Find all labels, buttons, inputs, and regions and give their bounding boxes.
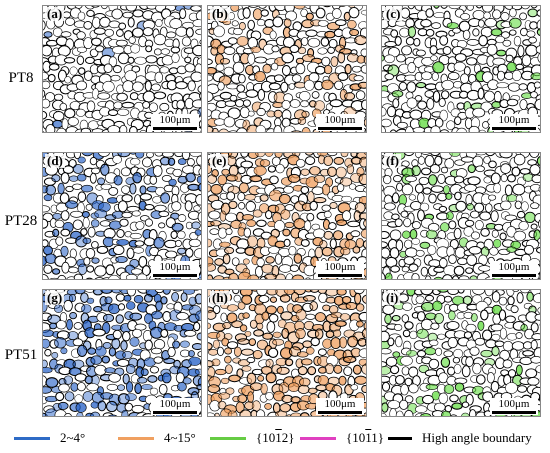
legend-swatch xyxy=(388,436,412,440)
grain-map xyxy=(43,290,201,416)
scale-bar-line xyxy=(492,411,536,414)
panel-letter: (b) xyxy=(210,6,230,21)
row-label-pt51: PT51 xyxy=(4,347,38,363)
panel-letter: (h) xyxy=(210,290,230,305)
legend-swatch xyxy=(14,436,50,440)
scale-label: 100μm xyxy=(324,398,356,410)
legend-item-10-1-1: {1011} xyxy=(300,428,384,448)
panel-f: (f) 100μm xyxy=(381,152,541,280)
grain-map xyxy=(43,153,201,279)
panel-d: (d) 100μm xyxy=(42,152,202,280)
scale-label: 100μm xyxy=(159,398,191,410)
scale-label: 100μm xyxy=(159,261,191,273)
legend-label: {1012} xyxy=(256,430,295,445)
scale-bar-line xyxy=(318,274,362,277)
panel-letter: (g) xyxy=(45,290,65,305)
scale-label: 100μm xyxy=(324,261,356,273)
scale-bar: 100μm xyxy=(490,261,538,278)
grain-map xyxy=(382,153,540,279)
scale-bar: 100μm xyxy=(316,261,364,278)
panel-b: (b) 100μm xyxy=(207,5,367,133)
legend-swatch xyxy=(300,436,336,440)
legend-item-high-angle: High angle boundary xyxy=(388,428,532,448)
scale-bar: 100μm xyxy=(151,114,199,131)
scale-label: 100μm xyxy=(498,261,530,273)
panel-letter: (e) xyxy=(210,153,229,168)
row-label-pt8: PT8 xyxy=(8,70,34,86)
grain-map xyxy=(43,6,201,132)
scale-label: 100μm xyxy=(159,114,191,126)
legend-label: 2~4° xyxy=(60,430,86,445)
panel-letter: (d) xyxy=(45,153,65,168)
panel-a: (a) 100μm xyxy=(42,5,202,133)
legend-item-10-1-2: {1012} xyxy=(210,428,295,448)
panel-g: (g) 100μm xyxy=(42,289,202,417)
scale-bar-line xyxy=(318,127,362,130)
scale-bar: 100μm xyxy=(151,398,199,415)
panel-letter: (a) xyxy=(45,6,65,21)
panel-letter: (f) xyxy=(384,153,401,168)
scale-bar: 100μm xyxy=(151,261,199,278)
grain-map xyxy=(208,6,366,132)
legend-item-4-15: 4~15° xyxy=(118,428,196,448)
panel-i: (i) 100μm xyxy=(381,289,541,417)
panel-letter: (i) xyxy=(384,290,401,305)
scale-bar-line xyxy=(318,411,362,414)
row-label-pt28: PT28 xyxy=(4,213,38,229)
scale-bar: 100μm xyxy=(490,398,538,415)
legend-label: High angle boundary xyxy=(422,430,532,445)
scale-bar-line xyxy=(153,127,197,130)
legend: 2~4° 4~15° {1012} {1011} High angle boun… xyxy=(0,428,550,448)
panel-letter: (c) xyxy=(384,6,403,21)
scale-label: 100μm xyxy=(324,114,356,126)
legend-label: {1011} xyxy=(346,430,385,445)
scale-bar: 100μm xyxy=(316,398,364,415)
scale-bar-line xyxy=(153,411,197,414)
grain-map xyxy=(382,290,540,416)
scale-label: 100μm xyxy=(498,114,530,126)
legend-swatch xyxy=(210,436,246,440)
scale-bar-line xyxy=(492,274,536,277)
scale-bar: 100μm xyxy=(490,114,538,131)
scale-bar: 100μm xyxy=(316,114,364,131)
panel-c: (c) 100μm xyxy=(381,5,541,133)
scale-bar-line xyxy=(153,274,197,277)
panel-e: (e) 100μm xyxy=(207,152,367,280)
panel-h: (h) 100μm xyxy=(207,289,367,417)
legend-swatch xyxy=(118,436,154,440)
legend-label: 4~15° xyxy=(164,430,196,445)
legend-item-2-4: 2~4° xyxy=(14,428,85,448)
scale-label: 100μm xyxy=(498,398,530,410)
scale-bar-line xyxy=(492,127,536,130)
